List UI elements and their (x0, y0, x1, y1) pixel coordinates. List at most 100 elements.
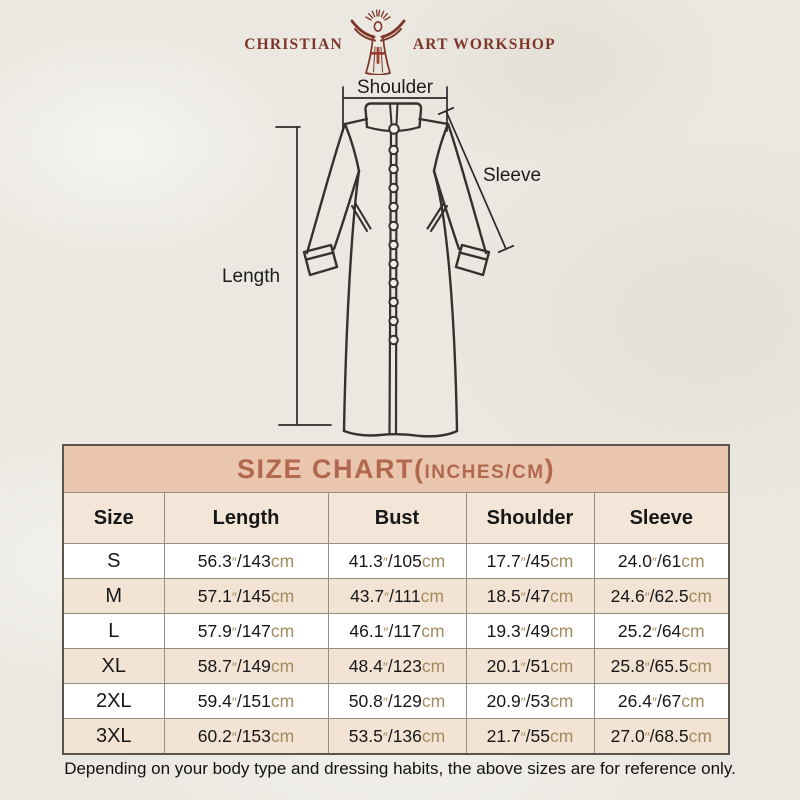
cm-value: 136 (392, 725, 422, 746)
sleeve-cell: 24.6″/62.5cm (593, 578, 730, 614)
cm-value: 47 (530, 585, 551, 606)
cm-unit: cm (550, 690, 574, 711)
brand-name-left: CHRISTIAN (244, 36, 343, 53)
cm-unit: cm (270, 690, 295, 711)
inch-mark: ″ (520, 658, 526, 675)
cm-unit: cm (270, 725, 295, 746)
inch-mark: ″ (382, 658, 388, 675)
cm-unit: cm (688, 655, 712, 676)
cm-value: 61 (661, 550, 682, 571)
cuff-right (454, 243, 491, 277)
slash: / (525, 725, 531, 746)
inch-mark: ″ (383, 623, 389, 640)
armhole-right (432, 122, 450, 173)
cm-value: 151 (241, 690, 271, 711)
length-cell: 58.7″/149cm (163, 648, 329, 684)
inch-value: 60.2 (197, 725, 232, 746)
shoulder-cell: 20.1″/51cm (465, 648, 595, 684)
cm-value: 153 (241, 725, 271, 746)
shoulder-cell: 18.5″/47cm (465, 578, 595, 614)
cm-value: 111 (393, 585, 421, 606)
inch-value: 24.0 (617, 550, 652, 571)
size-cell: 2XL (62, 683, 165, 719)
inch-value: 25.8 (610, 655, 645, 676)
bust-cell: 43.7″/111cm (327, 578, 467, 614)
length-label: Length (222, 266, 280, 287)
cm-unit: cm (688, 585, 712, 606)
inch-mark: ″ (231, 588, 237, 605)
slash: / (649, 725, 655, 746)
slash: / (236, 655, 242, 676)
cm-value: 117 (393, 620, 422, 641)
size-cell: L (62, 613, 165, 649)
table-row-m: M 57.1″/145cm 43.7″/111cm 18.5″/47cm 24.… (62, 578, 730, 614)
shoulder-seams (343, 117, 450, 126)
slash: / (525, 585, 531, 606)
inch-mark: ″ (651, 693, 657, 710)
table-row-xl: XL 58.7″/149cm 48.4″/123cm 20.1″/51cm 25… (62, 648, 730, 684)
cm-unit: cm (681, 690, 705, 711)
cm-value: 68.5 (654, 725, 689, 746)
slash: / (649, 655, 655, 676)
cm-unit: cm (421, 620, 445, 641)
slash: / (236, 620, 242, 641)
slash: / (387, 690, 393, 711)
inch-mark: ″ (231, 553, 237, 570)
slash: / (236, 690, 242, 711)
pocket-right (426, 202, 449, 233)
title-unit-text: INCHES/CM (424, 461, 545, 483)
bust-cell: 53.5″/136cm (327, 718, 467, 755)
cm-unit: cm (421, 655, 446, 676)
cm-value: 149 (241, 655, 271, 676)
cm-value: 64 (661, 620, 682, 641)
shoulder-cell: 17.7″/45cm (465, 543, 595, 579)
size-cell: S (62, 543, 165, 579)
cm-unit: cm (550, 550, 574, 571)
title-close-paren: ) (544, 453, 556, 484)
cm-unit: cm (688, 725, 712, 746)
inch-value: 25.2 (617, 620, 652, 641)
sleeve-left-inner (332, 169, 361, 251)
sleeve-measure-line (437, 106, 515, 254)
inch-value: 20.9 (486, 690, 521, 711)
inch-mark: ″ (231, 623, 237, 640)
jesus-figure-icon (350, 9, 406, 75)
cm-unit: cm (550, 585, 574, 606)
cuff-left (302, 243, 339, 277)
shoulder-cell: 19.3″/49cm (465, 613, 595, 649)
slash: / (656, 620, 662, 641)
sleeve-left-outer (305, 122, 347, 255)
shoulder-cell: 20.9″/53cm (465, 683, 595, 719)
inch-value: 46.1 (349, 620, 384, 641)
shoulder-label: Shoulder (357, 78, 434, 98)
halo-rays (365, 9, 391, 21)
length-cell: 59.4″/151cm (163, 683, 329, 719)
inch-mark: ″ (384, 588, 390, 605)
cm-unit: cm (550, 725, 574, 746)
cm-value: 55 (530, 725, 551, 746)
table-row-3xl: 3XL 60.2″/153cm 53.5″/136cm 21.7″/55cm 2… (62, 718, 730, 755)
sleeve-label: Sleeve (483, 165, 541, 186)
col-header-bust: Bust (327, 492, 467, 544)
cm-value: 51 (530, 655, 551, 676)
size-chart-table: SIZE CHART(INCHES/CM) Size Length Bust S… (62, 444, 731, 755)
shoulder-measure-line (342, 86, 448, 132)
cm-value: 123 (392, 655, 422, 676)
bust-cell: 41.3″/105cm (327, 543, 467, 579)
cm-value: 67 (661, 690, 682, 711)
cm-value: 49 (530, 620, 551, 641)
body-right-edge (432, 169, 459, 433)
pocket-left (350, 202, 372, 233)
inch-mark: ″ (382, 553, 388, 570)
inch-mark: ″ (231, 728, 237, 745)
table-row-2xl: 2XL 59.4″/151cm 50.8″/129cm 20.9″/53cm 2… (62, 683, 730, 719)
inch-value: 58.7 (197, 655, 232, 676)
slash: / (236, 585, 242, 606)
cm-value: 147 (241, 620, 271, 641)
cm-unit: cm (421, 550, 446, 571)
slash: / (387, 725, 393, 746)
bust-cell: 46.1″/117cm (327, 613, 467, 649)
cm-value: 129 (392, 690, 422, 711)
body-left-edge (342, 169, 361, 433)
inch-mark: ″ (382, 693, 388, 710)
